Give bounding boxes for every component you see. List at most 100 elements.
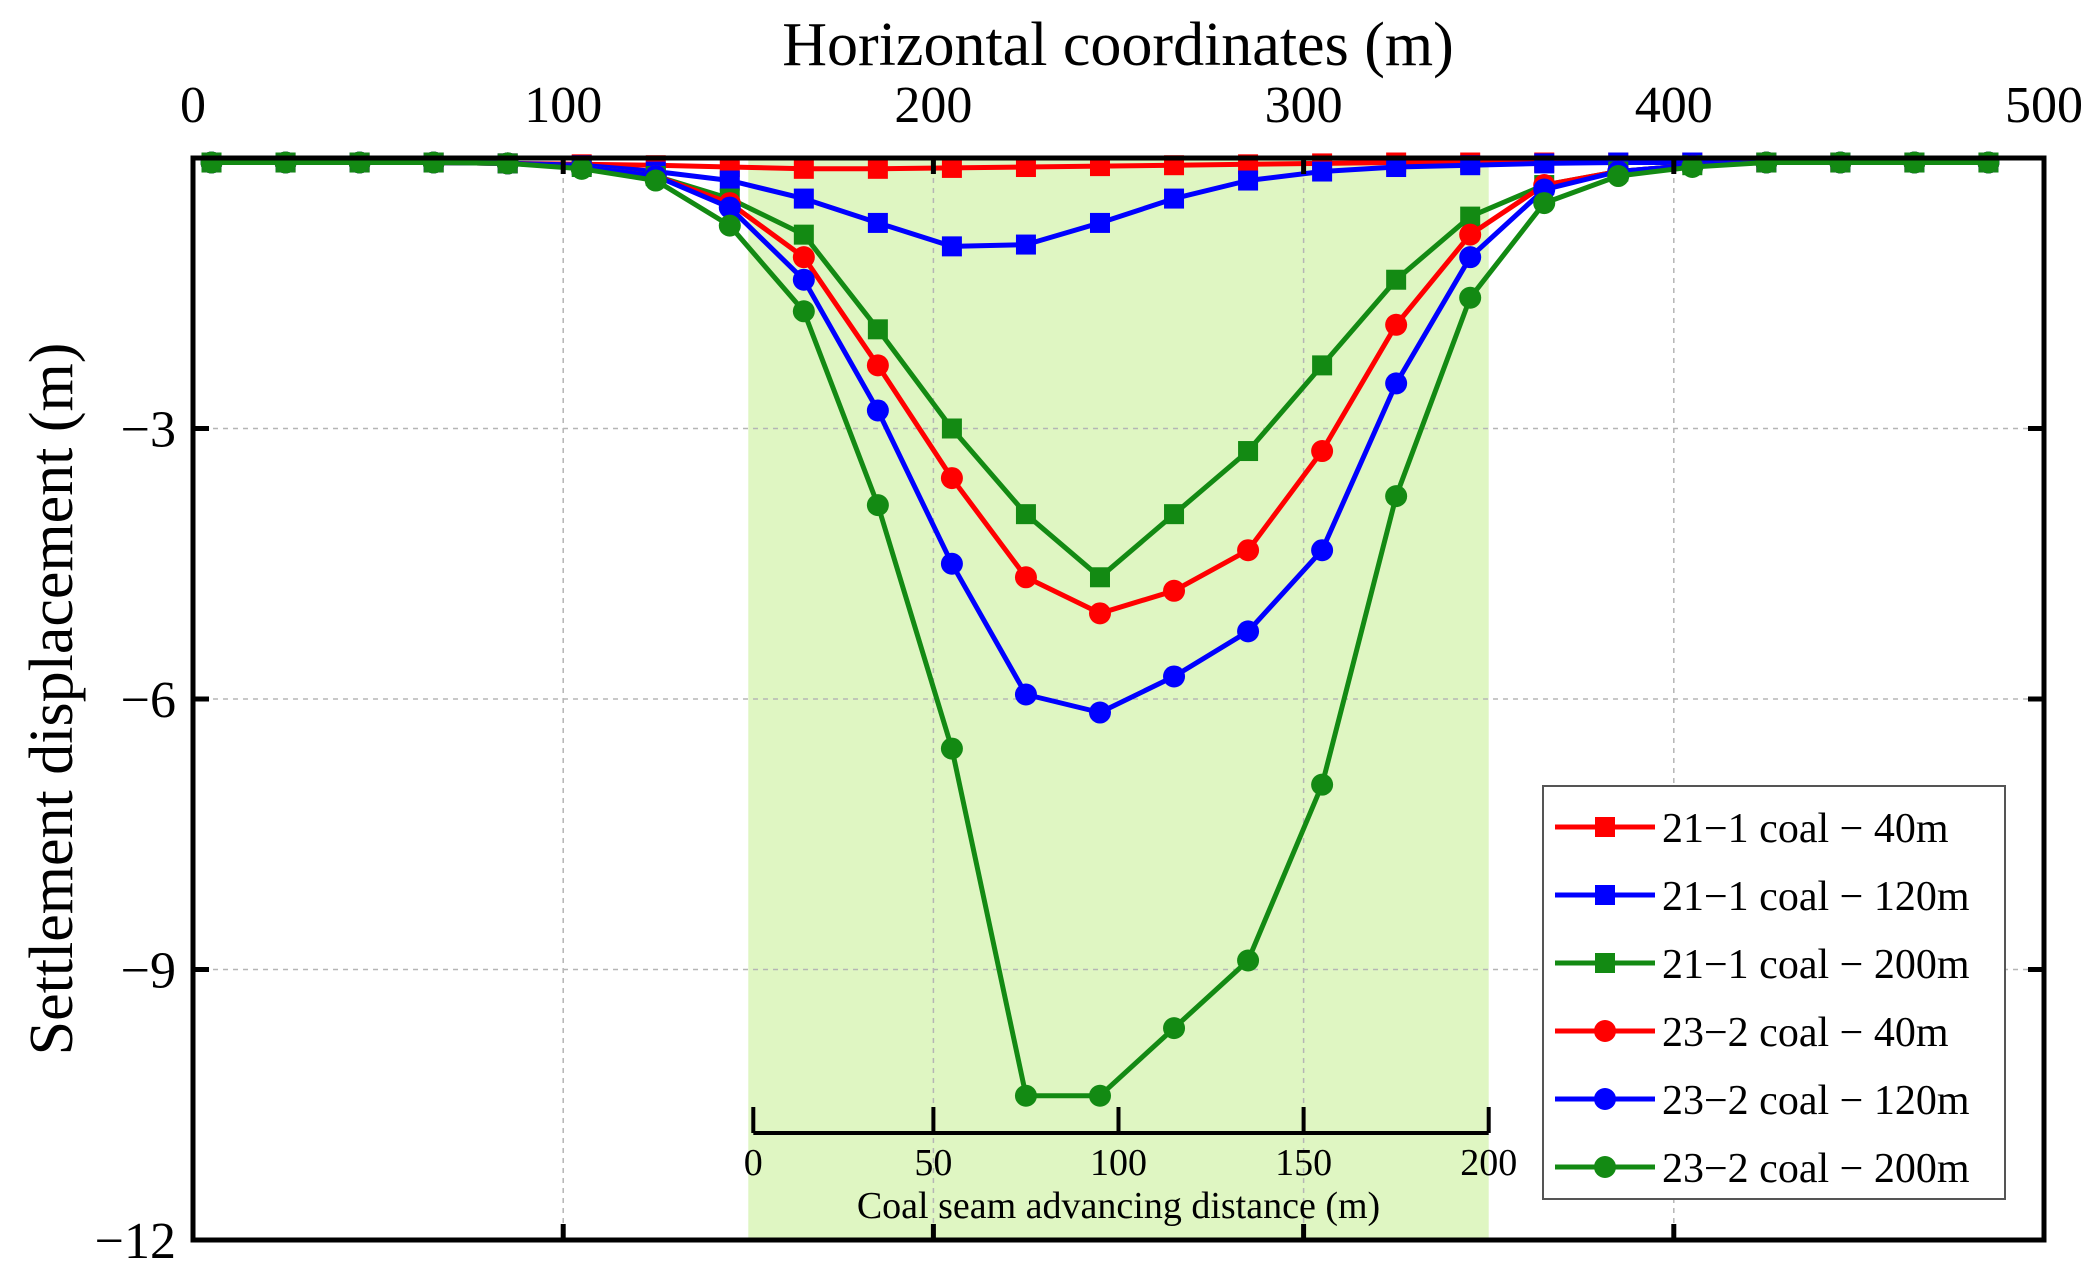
- data-point: [793, 158, 814, 179]
- data-point: [1459, 223, 1482, 246]
- data-point: [1089, 212, 1110, 233]
- y-axis-title: Settlement displacement (m): [18, 343, 86, 1056]
- data-point: [1088, 1084, 1111, 1107]
- data-point: [1088, 701, 1111, 724]
- data-point: [1237, 949, 1260, 972]
- data-point: [1977, 151, 2000, 174]
- data-point: [1385, 313, 1408, 336]
- x-tick-label: 400: [1635, 77, 1713, 134]
- data-point: [867, 212, 888, 233]
- data-point: [1014, 683, 1037, 706]
- data-point: [1460, 206, 1481, 227]
- data-point: [1312, 355, 1333, 376]
- data-point: [1386, 157, 1407, 178]
- data-point: [570, 157, 593, 180]
- data-point: [718, 196, 741, 219]
- data-point: [793, 188, 814, 209]
- legend-marker: [1595, 953, 1615, 973]
- data-point: [1238, 170, 1259, 191]
- x-tick-label: 0: [180, 77, 206, 134]
- data-point: [1014, 1084, 1037, 1107]
- legend-box: [1542, 785, 2006, 1200]
- data-point: [718, 214, 741, 237]
- y-tick-label: −6: [121, 672, 176, 729]
- legend-item: 23−2 coal − 120m: [1555, 1078, 1970, 1124]
- data-point: [1386, 269, 1407, 290]
- legend-marker: [1595, 885, 1615, 905]
- data-point: [867, 319, 888, 340]
- data-point: [1238, 441, 1259, 462]
- data-point: [941, 418, 962, 439]
- x-axis-title: Horizontal coordinates (m): [782, 11, 1453, 79]
- data-point: [1311, 773, 1334, 796]
- inset-axis-title: Coal seam advancing distance (m): [857, 1185, 1380, 1227]
- data-point: [1385, 372, 1408, 395]
- tick-layer: 0 100 200 300 400 500−3−6−9−12: [95, 77, 2083, 1270]
- data-point: [1312, 161, 1333, 182]
- legend-label: 21−1 coal − 40m: [1662, 806, 1949, 852]
- data-point: [1164, 504, 1185, 525]
- y-tick-label: −9: [121, 943, 176, 1000]
- data-point: [1237, 620, 1260, 643]
- data-point: [274, 151, 297, 174]
- legend-label: 21−1 coal − 120m: [1662, 874, 1970, 920]
- legend-label: 23−2 coal − 40m: [1662, 1010, 1949, 1056]
- data-point: [1459, 286, 1482, 309]
- data-point: [1089, 156, 1110, 177]
- inset-axis-layer: 0 50 100 150 200 Coal seam advancing distance…: [744, 1107, 1517, 1227]
- x-tick-label: 300: [1265, 77, 1343, 134]
- legend-item: 21−1 coal − 120m: [1555, 874, 1970, 920]
- data-point: [1163, 665, 1186, 688]
- data-point: [1015, 157, 1036, 178]
- data-point: [1459, 246, 1482, 269]
- data-point: [866, 399, 889, 422]
- legend-marker: [1595, 817, 1615, 837]
- data-point: [1311, 440, 1334, 463]
- legend-item: 21−1 coal − 200m: [1555, 942, 1970, 988]
- data-point: [940, 467, 963, 490]
- x-tick-label: 200: [894, 77, 972, 134]
- legend-marker: [1594, 1088, 1616, 1110]
- data-point: [866, 494, 889, 517]
- data-point: [792, 300, 815, 323]
- data-point: [866, 354, 889, 377]
- data-point: [1829, 151, 1852, 174]
- data-point: [1014, 566, 1037, 589]
- data-point: [1164, 188, 1185, 209]
- data-point: [1607, 165, 1630, 188]
- data-point: [1311, 539, 1334, 562]
- data-point: [1755, 151, 1778, 174]
- data-point: [940, 737, 963, 760]
- data-point: [867, 158, 888, 179]
- inset-tick-label: 200: [1460, 1142, 1517, 1184]
- y-tick-label: −12: [95, 1213, 176, 1270]
- data-point: [1385, 485, 1408, 508]
- legend-item: 23−2 coal − 40m: [1555, 1010, 1949, 1056]
- data-point: [941, 236, 962, 257]
- data-point: [1088, 602, 1111, 625]
- data-point: [644, 169, 667, 192]
- data-point: [792, 268, 815, 291]
- data-point: [1163, 579, 1186, 602]
- data-point: [1681, 156, 1704, 179]
- legend-label: 23−2 coal − 120m: [1662, 1078, 1970, 1124]
- y-tick-label: −3: [121, 402, 176, 459]
- legend-label: 23−2 coal − 200m: [1662, 1146, 1970, 1192]
- data-point: [1015, 234, 1036, 255]
- inset-tick-label: 0: [744, 1142, 763, 1184]
- data-point: [1533, 192, 1556, 215]
- legend-marker: [1594, 1020, 1616, 1042]
- legend-item: 23−2 coal − 200m: [1555, 1146, 1970, 1192]
- data-point: [941, 157, 962, 178]
- legend-label: 21−1 coal − 200m: [1662, 942, 1970, 988]
- data-point: [1237, 539, 1260, 562]
- legend-item: 21−1 coal − 40m: [1555, 806, 1949, 852]
- data-point: [1089, 567, 1110, 588]
- legend: 21−1 coal − 40m 21−1 coal − 120m 21−1 coal…: [1542, 785, 2006, 1200]
- x-tick-label: 100: [524, 77, 602, 134]
- data-point: [793, 224, 814, 245]
- legend-marker: [1594, 1156, 1616, 1178]
- data-point: [422, 151, 445, 174]
- data-point: [792, 246, 815, 269]
